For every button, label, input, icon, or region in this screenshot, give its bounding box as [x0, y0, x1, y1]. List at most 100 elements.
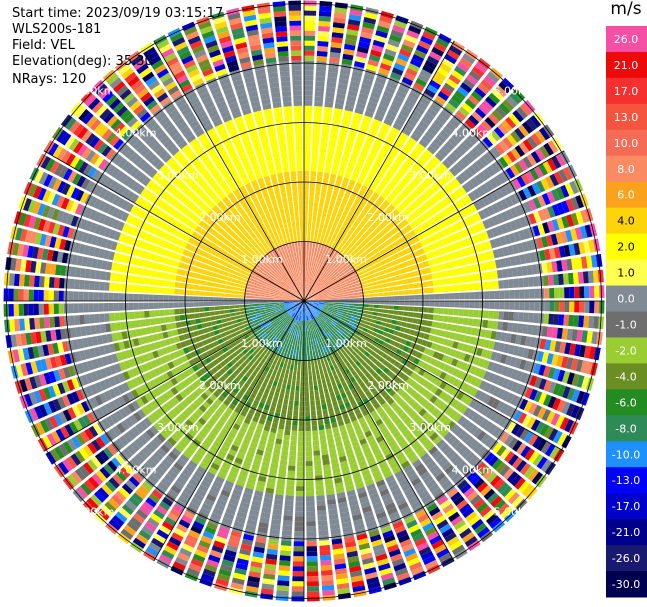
- velocity-gate: [312, 284, 316, 289]
- velocity-gate: [304, 85, 313, 91]
- velocity-gate: [304, 90, 313, 96]
- velocity-gate: [339, 269, 345, 275]
- velocity-gate: [305, 286, 307, 292]
- velocity-gate: [366, 247, 373, 254]
- velocity-gate: [491, 88, 504, 101]
- velocity-gate: [308, 298, 314, 300]
- velocity-gate: [316, 409, 322, 416]
- velocity-gate: [438, 211, 447, 220]
- velocity-gate: [458, 284, 464, 292]
- velocity-gate: [411, 244, 418, 251]
- velocity-gate: [313, 294, 318, 298]
- velocity-gate: [298, 421, 304, 427]
- velocity-gate: [496, 269, 503, 279]
- velocity-gate: [548, 274, 554, 286]
- velocity-gate: [528, 276, 534, 287]
- velocity-gate: [542, 207, 551, 220]
- velocity-gate: [363, 180, 371, 188]
- velocity-gate: [402, 248, 409, 256]
- velocity-gate: [338, 78, 349, 85]
- velocity-gate: [332, 269, 338, 274]
- velocity-gate: [339, 242, 345, 248]
- velocity-gate: [424, 200, 433, 209]
- velocity-gate: [441, 58, 455, 69]
- velocity-gate: [352, 254, 358, 260]
- velocity-gate: [313, 267, 317, 273]
- velocity-gate: [287, 410, 293, 416]
- velocity-gate: [372, 86, 383, 95]
- velocity-gate: [365, 105, 376, 114]
- velocity-gate: [289, 450, 297, 456]
- velocity-gate: [365, 137, 374, 145]
- velocity-gate: [537, 223, 546, 235]
- velocity-gate: [365, 176, 373, 184]
- velocity-gate: [428, 159, 438, 169]
- velocity-gate: [429, 103, 441, 114]
- velocity-gate: [365, 279, 372, 284]
- velocity-gate: [330, 237, 336, 243]
- velocity-gate: [398, 310, 404, 316]
- velocity-gate: [350, 153, 359, 161]
- velocity-gate: [486, 71, 500, 84]
- velocity-gate: [385, 273, 391, 279]
- velocity-gate: [307, 350, 310, 356]
- velocity-gate: [358, 189, 366, 197]
- velocity-gate: [398, 306, 404, 311]
- velocity-gate: [474, 301, 480, 309]
- velocity-gate: [384, 85, 396, 95]
- velocity-gate: [417, 215, 425, 224]
- velocity-gate: [385, 135, 395, 144]
- velocity-gate: [329, 266, 334, 271]
- velocity-gate: [331, 210, 338, 217]
- velocity-gate: [444, 245, 452, 254]
- velocity-gate: [331, 37, 343, 44]
- velocity-gate: [424, 294, 430, 300]
- velocity-gate: [437, 279, 444, 286]
- velocity-gate: [319, 270, 323, 276]
- velocity-gate: [306, 546, 318, 552]
- velocity-gate: [315, 490, 325, 496]
- velocity-gate: [488, 113, 500, 125]
- velocity-gate: [339, 235, 345, 242]
- velocity-gate: [356, 193, 363, 201]
- velocity-gate: [316, 505, 326, 511]
- velocity-gate: [316, 55, 328, 62]
- velocity-gate: [580, 209, 589, 223]
- velocity-gate: [427, 173, 437, 183]
- velocity-gate: [348, 290, 354, 294]
- velocity-gate: [460, 266, 467, 275]
- velocity-gate: [346, 95, 357, 103]
- velocity-gate: [316, 216, 321, 223]
- velocity-gate: [354, 165, 362, 173]
- velocity-gate: [294, 526, 304, 532]
- velocity-gate: [529, 168, 540, 181]
- velocity-gate: [304, 100, 313, 106]
- velocity-gate: [500, 211, 509, 222]
- velocity-gate: [464, 118, 476, 130]
- velocity-gate: [322, 255, 327, 261]
- velocity-gate: [310, 289, 314, 294]
- velocity-gate: [412, 54, 425, 64]
- velocity-gate: [411, 200, 420, 209]
- velocity-gate: [413, 306, 419, 312]
- velocity-gate: [352, 148, 360, 156]
- velocity-gate: [375, 77, 386, 86]
- velocity-gate: [400, 273, 407, 280]
- velocity-gate: [448, 181, 457, 191]
- velocity-gate: [427, 280, 434, 287]
- velocity-gate: [313, 111, 322, 117]
- velocity-gate: [465, 246, 473, 256]
- velocity-gate: [452, 163, 463, 174]
- velocity-gate: [300, 376, 304, 382]
- velocity-gate: [561, 215, 570, 229]
- velocity-gate: [526, 136, 538, 149]
- velocity-gate: [486, 229, 494, 239]
- velocity-gate: [352, 117, 361, 125]
- velocity-gate: [342, 289, 348, 293]
- velocity-gate: [322, 408, 328, 415]
- velocity-gate: [342, 238, 348, 244]
- velocity-gate: [424, 88, 436, 98]
- velocity-gate: [404, 185, 413, 194]
- velocity-gate: [304, 160, 310, 166]
- velocity-gate: [342, 266, 349, 272]
